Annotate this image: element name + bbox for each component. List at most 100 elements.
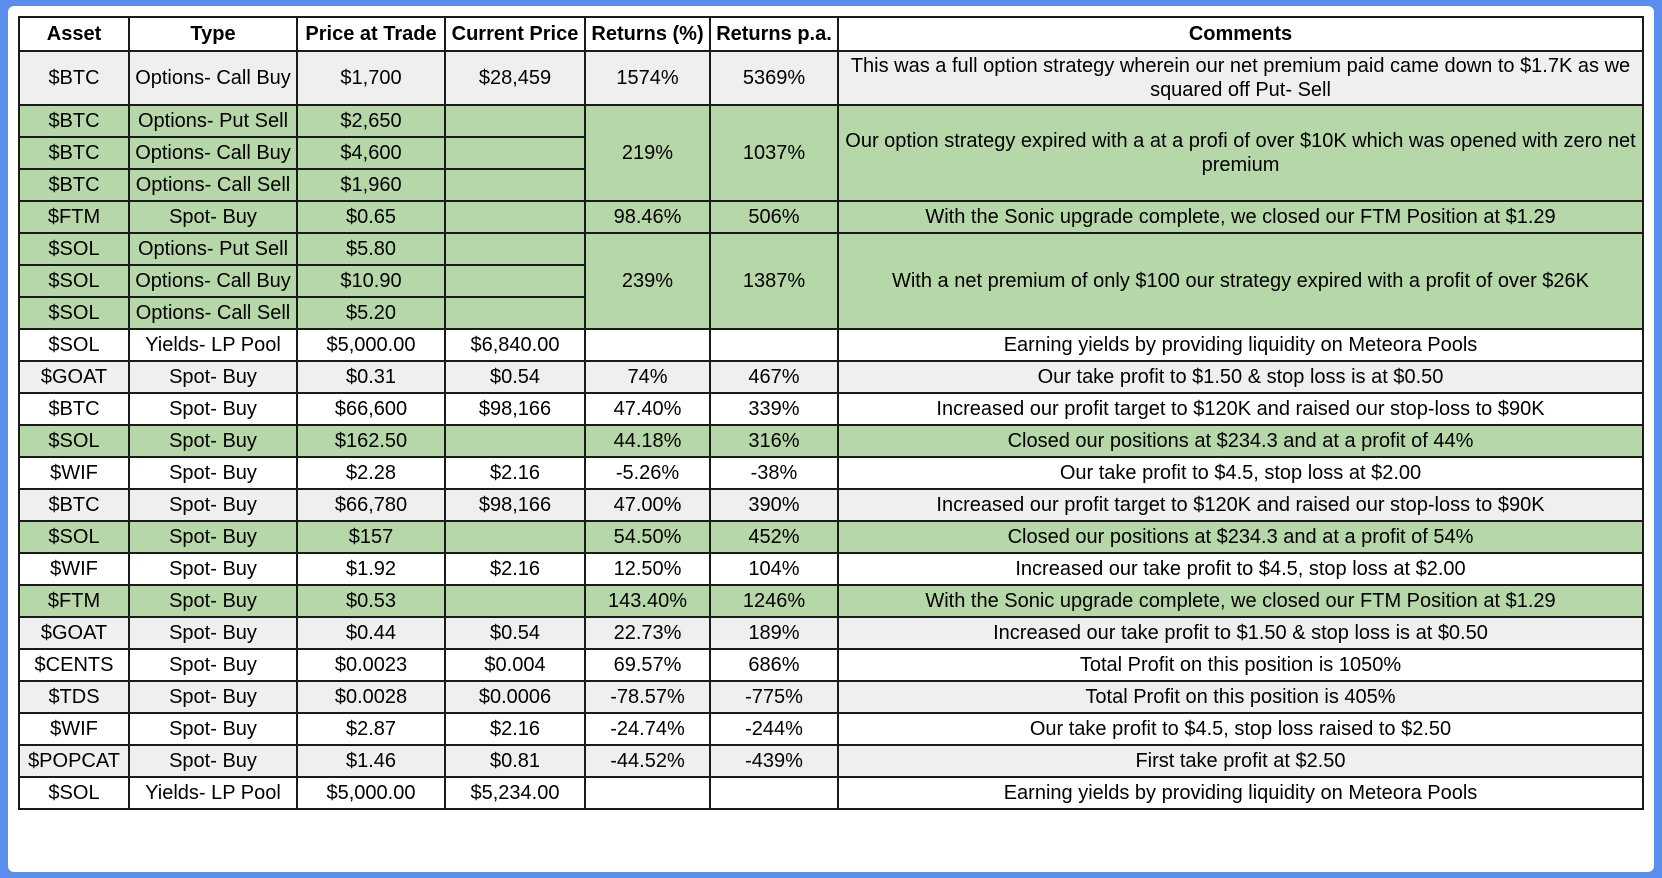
cell-current-price[interactable] [444, 520, 586, 554]
cell-returns-percent[interactable]: 12.50% [584, 552, 711, 586]
cell-comment[interactable]: Increased our take profit to $4.5, stop … [837, 552, 1644, 586]
cell-comment[interactable]: Our take profit to $4.5, stop loss raise… [837, 712, 1644, 746]
cell-returns-pa[interactable]: -38% [709, 456, 839, 490]
cell-asset[interactable]: $BTC [18, 488, 130, 522]
cell-returns-percent[interactable] [584, 776, 711, 810]
cell-comment[interactable]: Our take profit to $4.5, stop loss at $2… [837, 456, 1644, 490]
cell-type[interactable]: Spot- Buy [128, 552, 298, 586]
cell-returns-percent[interactable]: 44.18% [584, 424, 711, 458]
cell-asset[interactable]: $WIF [18, 552, 130, 586]
cell-type[interactable]: Options- Put Sell [128, 104, 298, 138]
cell-asset[interactable]: $FTM [18, 200, 130, 234]
cell-returns-pa[interactable]: 686% [709, 648, 839, 682]
cell-type[interactable]: Options- Call Sell [128, 168, 298, 202]
cell-returns-pa[interactable]: 5369% [709, 50, 839, 106]
cell-comment[interactable]: Closed our positions at $234.3 and at a … [837, 520, 1644, 554]
cell-price-at-trade[interactable]: $66,780 [296, 488, 446, 522]
cell-comment[interactable]: Total Profit on this position is 405% [837, 680, 1644, 714]
cell-type[interactable]: Spot- Buy [128, 584, 298, 618]
cell-price-at-trade[interactable]: $0.44 [296, 616, 446, 650]
cell-returns-pa[interactable]: 1037% [709, 104, 839, 202]
cell-returns-percent[interactable]: 47.00% [584, 488, 711, 522]
cell-asset[interactable]: $SOL [18, 264, 130, 298]
cell-type[interactable]: Spot- Buy [128, 648, 298, 682]
cell-returns-percent[interactable]: -44.52% [584, 744, 711, 778]
cell-type[interactable]: Spot- Buy [128, 680, 298, 714]
cell-asset[interactable]: $GOAT [18, 616, 130, 650]
cell-current-price[interactable] [444, 136, 586, 170]
cell-asset[interactable]: $BTC [18, 50, 130, 106]
cell-price-at-trade[interactable]: $0.31 [296, 360, 446, 394]
cell-price-at-trade[interactable]: $4,600 [296, 136, 446, 170]
cell-price-at-trade[interactable]: $2.28 [296, 456, 446, 490]
cell-returns-percent[interactable]: 98.46% [584, 200, 711, 234]
cell-comment[interactable]: Increased our take profit to $1.50 & sto… [837, 616, 1644, 650]
cell-price-at-trade[interactable]: $1,960 [296, 168, 446, 202]
cell-type[interactable]: Spot- Buy [128, 360, 298, 394]
cell-type[interactable]: Spot- Buy [128, 744, 298, 778]
cell-returns-percent[interactable]: -24.74% [584, 712, 711, 746]
cell-current-price[interactable]: $2.16 [444, 456, 586, 490]
cell-current-price[interactable] [444, 584, 586, 618]
cell-comment[interactable]: Earning yields by providing liquidity on… [837, 328, 1644, 362]
cell-type[interactable]: Yields- LP Pool [128, 328, 298, 362]
cell-comment[interactable]: With the Sonic upgrade complete, we clos… [837, 584, 1644, 618]
cell-asset[interactable]: $SOL [18, 232, 130, 266]
cell-asset[interactable]: $FTM [18, 584, 130, 618]
cell-current-price[interactable]: $2.16 [444, 552, 586, 586]
cell-returns-percent[interactable]: 47.40% [584, 392, 711, 426]
cell-type[interactable]: Options- Call Buy [128, 136, 298, 170]
cell-price-at-trade[interactable]: $1.92 [296, 552, 446, 586]
cell-returns-pa[interactable]: 189% [709, 616, 839, 650]
cell-returns-percent[interactable]: 219% [584, 104, 711, 202]
cell-returns-percent[interactable]: 143.40% [584, 584, 711, 618]
cell-returns-pa[interactable]: -244% [709, 712, 839, 746]
cell-price-at-trade[interactable]: $162.50 [296, 424, 446, 458]
cell-current-price[interactable]: $0.54 [444, 360, 586, 394]
cell-returns-percent[interactable]: 1574% [584, 50, 711, 106]
cell-returns-pa[interactable]: 104% [709, 552, 839, 586]
cell-returns-pa[interactable]: 1387% [709, 232, 839, 330]
cell-returns-percent[interactable]: 239% [584, 232, 711, 330]
cell-current-price[interactable]: $6,840.00 [444, 328, 586, 362]
cell-returns-percent[interactable]: 54.50% [584, 520, 711, 554]
cell-current-price[interactable] [444, 104, 586, 138]
cell-price-at-trade[interactable]: $0.65 [296, 200, 446, 234]
cell-asset[interactable]: $TDS [18, 680, 130, 714]
cell-type[interactable]: Options- Call Buy [128, 50, 298, 106]
cell-returns-pa[interactable]: -439% [709, 744, 839, 778]
cell-price-at-trade[interactable]: $66,600 [296, 392, 446, 426]
cell-price-at-trade[interactable]: $10.90 [296, 264, 446, 298]
cell-price-at-trade[interactable]: $2.87 [296, 712, 446, 746]
cell-type[interactable]: Spot- Buy [128, 200, 298, 234]
cell-asset[interactable]: $CENTS [18, 648, 130, 682]
cell-returns-pa[interactable]: 390% [709, 488, 839, 522]
cell-current-price[interactable]: $0.81 [444, 744, 586, 778]
cell-asset[interactable]: $WIF [18, 712, 130, 746]
cell-asset[interactable]: $POPCAT [18, 744, 130, 778]
cell-type[interactable]: Spot- Buy [128, 616, 298, 650]
cell-price-at-trade[interactable]: $2,650 [296, 104, 446, 138]
cell-price-at-trade[interactable]: $5.80 [296, 232, 446, 266]
cell-returns-pa[interactable]: 339% [709, 392, 839, 426]
cell-comment[interactable]: Closed our positions at $234.3 and at a … [837, 424, 1644, 458]
cell-price-at-trade[interactable]: $1.46 [296, 744, 446, 778]
cell-current-price[interactable]: $98,166 [444, 488, 586, 522]
cell-asset[interactable]: $BTC [18, 168, 130, 202]
cell-comment[interactable]: With a net premium of only $100 our stra… [837, 232, 1644, 330]
cell-current-price[interactable] [444, 232, 586, 266]
cell-current-price[interactable]: $28,459 [444, 50, 586, 106]
cell-returns-pa[interactable]: 316% [709, 424, 839, 458]
cell-returns-percent[interactable]: 74% [584, 360, 711, 394]
cell-returns-pa[interactable]: 1246% [709, 584, 839, 618]
cell-asset[interactable]: $BTC [18, 392, 130, 426]
cell-asset[interactable]: $SOL [18, 776, 130, 810]
cell-asset[interactable]: $BTC [18, 136, 130, 170]
cell-comment[interactable]: Our option strategy expired with a at a … [837, 104, 1644, 202]
cell-comment[interactable]: With the Sonic upgrade complete, we clos… [837, 200, 1644, 234]
cell-asset[interactable]: $GOAT [18, 360, 130, 394]
cell-type[interactable]: Options- Call Buy [128, 264, 298, 298]
cell-returns-pa[interactable]: 452% [709, 520, 839, 554]
cell-current-price[interactable]: $98,166 [444, 392, 586, 426]
cell-type[interactable]: Spot- Buy [128, 456, 298, 490]
